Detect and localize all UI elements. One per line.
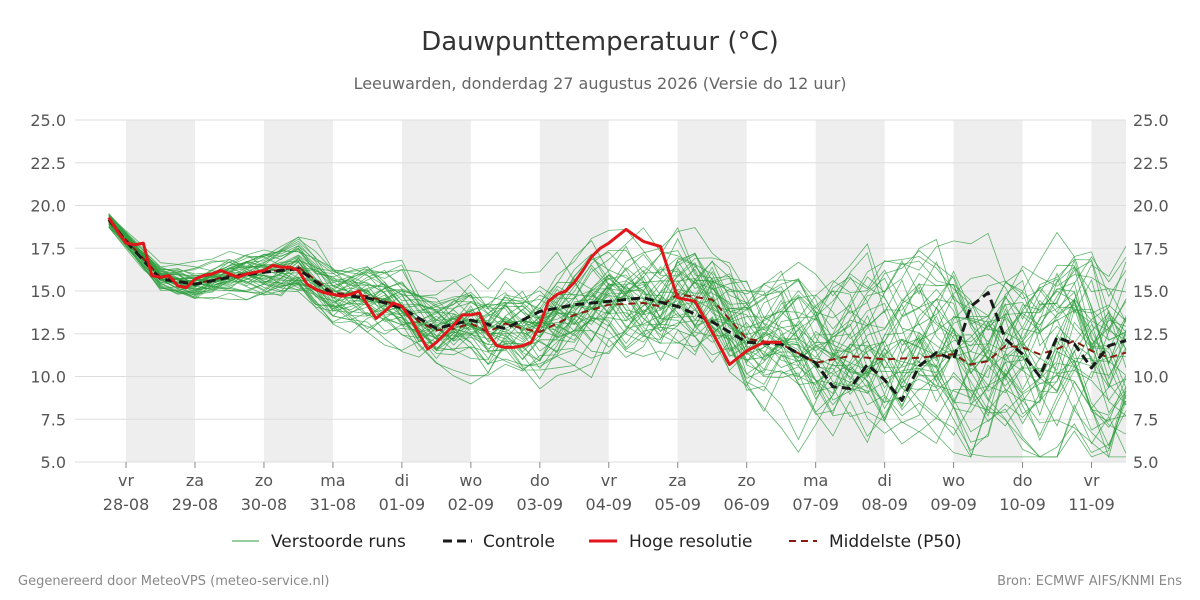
- y-tick-right-6: 10.0: [1133, 368, 1169, 387]
- x-tick-day-13: do: [1013, 471, 1033, 490]
- legend-label-control: Controle: [483, 532, 555, 552]
- ensemble-member-13: [108, 226, 1127, 422]
- x-tick-day-7: vr: [601, 471, 617, 490]
- legend-label-median: Middelste (P50): [829, 532, 962, 552]
- x-tick-day-10: ma: [803, 471, 828, 490]
- ensemble-member-45: [108, 219, 1127, 396]
- ensemble-member-26: [108, 213, 1127, 436]
- y-tick-left-4: 15.0: [30, 282, 66, 301]
- y-tick-right-5: 12.5: [1133, 325, 1169, 344]
- x-tick-day-4: di: [395, 471, 410, 490]
- x-tick-day-1: za: [186, 471, 204, 490]
- x-tick-date-0: 28-08: [103, 495, 150, 514]
- x-axis: vr 28-08 za 29-08 zo 30-08 ma 31-08 di 01-09 wo 02-…: [103, 462, 1115, 514]
- x-tick-day-12: wo: [942, 471, 965, 490]
- y-tick-right-1: 22.5: [1133, 154, 1169, 173]
- ensemble-member-48: [108, 219, 1127, 367]
- main-series: [107, 216, 1127, 402]
- y-tick-left-1: 22.5: [30, 154, 66, 173]
- high-res-line: [107, 216, 782, 366]
- x-tick-date-6: 03-09: [517, 495, 564, 514]
- ensemble-member-12: [108, 220, 1127, 458]
- ensemble-member-35: [108, 219, 1127, 375]
- x-tick-date-10: 07-09: [792, 495, 839, 514]
- footer-right: Bron: ECMWF AIFS/KNMI Ens: [997, 574, 1182, 589]
- y-tick-right-3: 17.5: [1133, 239, 1169, 258]
- legend-label-high-res: Hoge resolutie: [629, 532, 753, 552]
- ensemble-member-47: [108, 224, 1127, 389]
- x-tick-day-9: zo: [738, 471, 756, 490]
- y-tick-left-6: 10.0: [30, 368, 66, 387]
- y-axis-left: 25.0 22.5 20.0 17.5 15.0 12.5 10.0 7.5 5.0: [30, 111, 66, 472]
- x-tick-date-3: 31-08: [310, 495, 357, 514]
- ensemble-member-24: [108, 217, 1127, 459]
- y-tick-right-7: 7.5: [1133, 410, 1158, 429]
- x-tick-day-14: vr: [1083, 471, 1099, 490]
- x-tick-date-1: 29-08: [172, 495, 219, 514]
- y-tick-left-2: 20.0: [30, 197, 66, 216]
- x-tick-date-8: 05-09: [654, 495, 701, 514]
- x-tick-date-12: 09-09: [930, 495, 977, 514]
- x-tick-day-0: vr: [118, 471, 134, 490]
- x-tick-day-8: za: [669, 471, 687, 490]
- x-tick-date-2: 30-08: [241, 495, 288, 514]
- y-axis-right: 25.0 22.5 20.0 17.5 15.0 12.5 10.0 7.5 5.0: [1133, 111, 1169, 472]
- legend-label-ensemble: Verstoorde runs: [271, 532, 406, 552]
- gridlines: [75, 119, 1126, 463]
- x-tick-day-3: ma: [320, 471, 345, 490]
- y-tick-left-5: 12.5: [30, 325, 66, 344]
- ensemble-member-37: [108, 227, 1127, 381]
- y-tick-left-7: 7.5: [41, 410, 66, 429]
- x-tick-day-11: di: [877, 471, 892, 490]
- y-tick-left-0: 25.0: [30, 111, 66, 130]
- legend: Verstoorde runs Controle Hoge resolutie …: [232, 532, 962, 552]
- y-tick-right-2: 20.0: [1133, 197, 1169, 216]
- ensemble-member-20: [108, 213, 1127, 458]
- x-tick-day-6: do: [530, 471, 550, 490]
- y-tick-left-3: 17.5: [30, 239, 66, 258]
- chart-title: Dauwpunttemperatuur (°C): [421, 27, 779, 57]
- ensemble-member-34: [108, 224, 1127, 406]
- x-tick-date-13: 10-09: [999, 495, 1046, 514]
- ensemble-member-46: [108, 221, 1127, 438]
- x-tick-date-7: 04-09: [586, 495, 633, 514]
- x-tick-day-5: wo: [459, 471, 482, 490]
- ensemble-member-43: [108, 222, 1127, 450]
- x-tick-day-2: zo: [255, 471, 273, 490]
- y-tick-right-0: 25.0: [1133, 111, 1169, 130]
- x-tick-date-5: 02-09: [448, 495, 495, 514]
- footer-left: Gegenereerd door MeteoVPS (meteo-service…: [18, 574, 329, 589]
- y-tick-right-8: 5.0: [1133, 453, 1158, 472]
- x-tick-date-11: 08-09: [861, 495, 908, 514]
- x-tick-date-9: 06-09: [723, 495, 770, 514]
- ensemble-member-42: [108, 214, 1127, 395]
- ensemble-member-32: [108, 223, 1127, 458]
- y-tick-left-8: 5.0: [41, 453, 66, 472]
- x-tick-date-4: 01-09: [379, 495, 426, 514]
- x-tick-date-14: 11-09: [1068, 495, 1115, 514]
- chart-subtitle: Leeuwarden, donderdag 27 augustus 2026 (…: [354, 74, 847, 93]
- y-tick-right-4: 15.0: [1133, 282, 1169, 301]
